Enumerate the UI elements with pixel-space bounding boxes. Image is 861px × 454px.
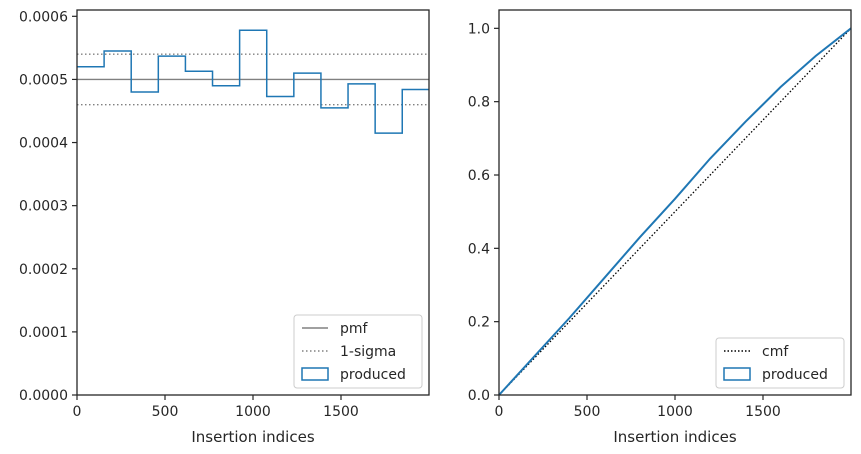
left-y-tick-label: 0.0004 [19, 136, 68, 152]
right-x-ticks: 0 500 1000 1500 [495, 395, 781, 420]
left-y-tick-label: 0.0000 [19, 388, 68, 404]
left-x-tick-label: 1000 [235, 404, 271, 420]
left-x-axis-label: Insertion indices [191, 428, 314, 446]
right-x-tick-label: 1000 [657, 404, 693, 420]
right-legend-produced-swatch [723, 367, 751, 381]
right-legend-box [715, 337, 845, 389]
right-x-axis-label: Insertion indices [613, 428, 736, 446]
left-x-tick-label: 0 [73, 404, 82, 420]
left-x-tick-label: 1500 [323, 404, 359, 420]
right-y-ticks: 0.0 0.2 0.4 0.6 0.8 1.0 [468, 21, 499, 404]
left-produced-step [77, 29, 429, 134]
left-x-tick-label: 500 [152, 404, 179, 420]
left-legend-label: produced [340, 367, 406, 383]
right-x-tick-label: 1500 [745, 404, 781, 420]
left-y-tick-label: 0.0005 [19, 72, 68, 88]
left-sigma-lines [77, 53, 429, 106]
right-y-tick-label: 1.0 [468, 21, 490, 37]
right-y-tick-label: 0.2 [468, 315, 490, 331]
right-x-tick-label: 500 [574, 404, 601, 420]
left-y-tick-label: 0.0006 [19, 9, 68, 25]
right-y-tick-label: 0.0 [468, 388, 490, 404]
left-y-tick-label: 0.0003 [19, 199, 68, 215]
right-x-tick-label: 0 [495, 404, 504, 420]
left-y-tick-label: 0.0001 [19, 325, 68, 341]
left-y-tick-label: 0.0002 [19, 262, 68, 278]
left-legend-label: 1-sigma [340, 344, 396, 360]
left-legend-label: pmf [340, 321, 369, 337]
left-chart: 0 500 1000 1500 0.00000.00010.00020.00030.0… [19, 9, 430, 446]
right-y-tick-label: 0.6 [468, 168, 490, 184]
right-cmf-line [498, 27, 852, 396]
right-legend-label: cmf [762, 344, 789, 360]
right-legend: cmf produced [715, 337, 845, 389]
right-produced-line [498, 27, 852, 396]
left-legend: pmf 1-sigma produced [293, 314, 423, 389]
right-legend-label: produced [762, 367, 828, 383]
left-legend-box [293, 314, 423, 389]
left-x-ticks: 0 500 1000 1500 [73, 395, 359, 420]
right-y-tick-label: 0.8 [468, 95, 490, 111]
right-y-tick-label: 0.4 [468, 241, 490, 257]
left-y-ticks: 0.0000 0.0001 0.0002 0.0003 0.0004 0.0005 0.00… [19, 9, 77, 404]
left-legend-produced-swatch [301, 367, 329, 381]
right-chart: 0 500 1000 1500 0.0 0.2 0.4 0.6 0.8 1.0 Insertio… [468, 9, 852, 446]
